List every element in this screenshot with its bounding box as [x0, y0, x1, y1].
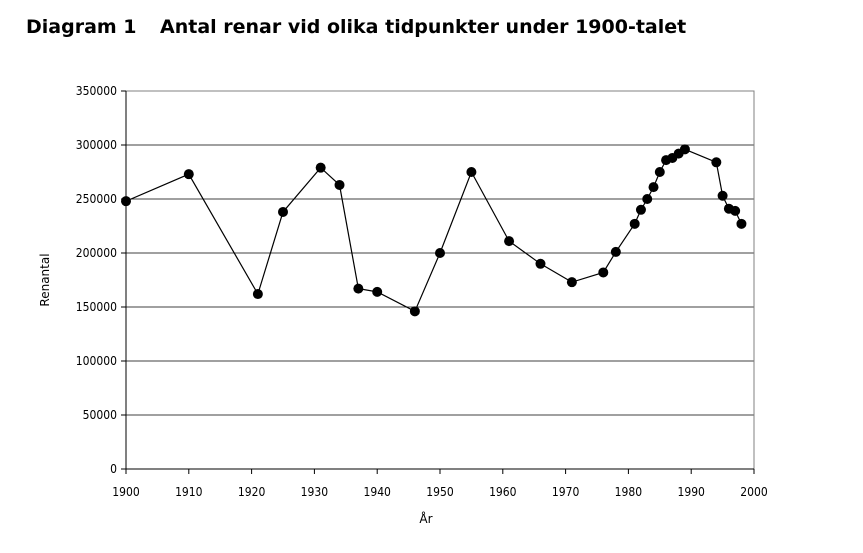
data-point	[610, 246, 621, 257]
x-tick-label: 2000	[740, 485, 768, 499]
y-axis-ticks: 0 50000 100000 150000 200000 250000 300000 3500…	[76, 84, 126, 476]
x-tick-label: 1980	[615, 485, 643, 499]
x-tick-label: 1950	[426, 485, 454, 499]
data-point	[730, 205, 741, 216]
data-point	[121, 196, 131, 207]
x-axis-label: År	[419, 511, 432, 526]
data-point	[736, 218, 747, 229]
x-tick-label: 1900	[112, 485, 140, 499]
data-point	[535, 258, 546, 269]
axes	[125, 91, 754, 470]
data-point	[278, 206, 288, 217]
y-tick-label: 250000	[76, 192, 117, 206]
x-tick-label: 1940	[363, 485, 391, 499]
data-point	[648, 182, 659, 193]
data-point	[642, 194, 653, 204]
data-point	[566, 277, 577, 288]
data-point	[635, 204, 646, 215]
data-point	[353, 283, 364, 294]
data-point	[183, 169, 194, 180]
x-tick-label: 1920	[238, 485, 266, 499]
diagram-label: Diagram 1	[26, 16, 137, 38]
x-tick-label: 1990	[677, 485, 705, 499]
data-point	[654, 167, 665, 177]
data-point	[466, 167, 477, 177]
data-point	[504, 236, 515, 247]
y-axis-label: Renantal	[38, 253, 52, 306]
data-point	[315, 162, 326, 173]
y-tick-label: 200000	[76, 246, 117, 260]
x-tick-label: 1930	[301, 485, 329, 499]
data-point	[409, 306, 420, 317]
data-point	[629, 218, 640, 229]
x-axis-ticks: 1900 1910 1920 1930 1940 1950 1960 1970 1980 1990…	[112, 469, 768, 499]
y-tick-label: 100000	[76, 354, 117, 368]
y-tick-label: 300000	[76, 138, 117, 152]
data-point	[598, 267, 609, 278]
y-tick-label: 0	[110, 462, 117, 476]
data-point	[334, 179, 345, 190]
chart-header: Diagram 1 Antal renar vid olika tidpunkt…	[26, 16, 843, 42]
x-tick-label: 1910	[175, 485, 203, 499]
x-tick-label: 1970	[552, 485, 580, 499]
data-point	[252, 289, 263, 300]
series-line	[125, 148, 742, 313]
y-tick-label: 350000	[76, 84, 117, 98]
data-point	[711, 157, 722, 168]
data-point	[679, 144, 690, 155]
data-point	[372, 286, 383, 297]
x-tick-label: 1960	[489, 485, 517, 499]
y-tick-label: 50000	[83, 408, 117, 422]
chart-title: Antal renar vid olika tidpunkter under 1…	[160, 16, 687, 38]
data-point	[435, 248, 445, 258]
data-point	[717, 190, 728, 201]
plot-frame	[125, 90, 755, 470]
y-tick-label: 150000	[76, 300, 117, 314]
series-markers	[121, 144, 747, 317]
